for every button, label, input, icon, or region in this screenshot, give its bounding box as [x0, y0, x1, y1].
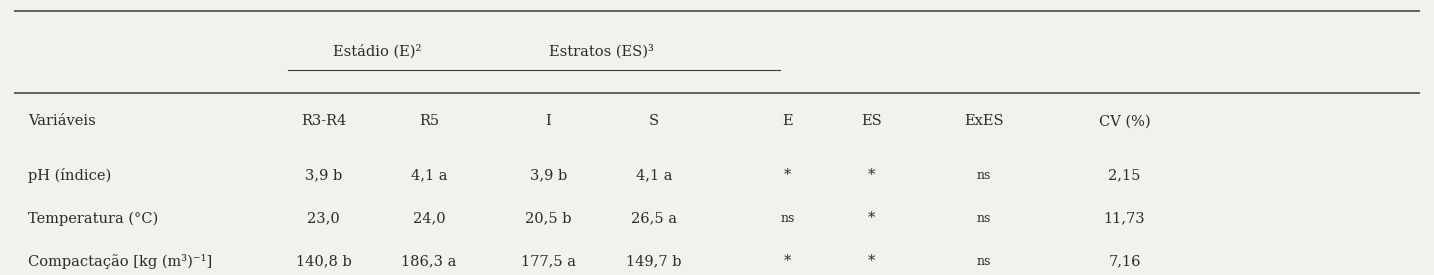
- Text: R5: R5: [419, 114, 439, 128]
- Text: *: *: [783, 254, 792, 268]
- Text: 149,7 b: 149,7 b: [627, 254, 681, 268]
- Text: 23,0: 23,0: [307, 211, 340, 225]
- Text: 11,73: 11,73: [1104, 211, 1146, 225]
- Text: 7,16: 7,16: [1108, 254, 1141, 268]
- Text: *: *: [868, 211, 875, 225]
- Text: I: I: [545, 114, 551, 128]
- Text: 177,5 a: 177,5 a: [521, 254, 576, 268]
- Text: S: S: [648, 114, 658, 128]
- Text: ns: ns: [780, 212, 794, 225]
- Text: ns: ns: [977, 255, 991, 268]
- Text: ExES: ExES: [964, 114, 1004, 128]
- Text: 4,1 a: 4,1 a: [635, 168, 673, 182]
- Text: Compactação [kg (m³)⁻¹]: Compactação [kg (m³)⁻¹]: [29, 254, 212, 269]
- Text: R3-R4: R3-R4: [301, 114, 346, 128]
- Text: *: *: [868, 168, 875, 182]
- Text: *: *: [783, 168, 792, 182]
- Text: 186,3 a: 186,3 a: [402, 254, 456, 268]
- Text: ns: ns: [977, 212, 991, 225]
- Text: Temperatura (°C): Temperatura (°C): [29, 211, 159, 226]
- Text: ns: ns: [977, 169, 991, 182]
- Text: 2,15: 2,15: [1108, 168, 1140, 182]
- Text: Variáveis: Variáveis: [29, 114, 96, 128]
- Text: 3,9 b: 3,9 b: [305, 168, 343, 182]
- Text: 26,5 a: 26,5 a: [631, 211, 677, 225]
- Text: pH (índice): pH (índice): [29, 168, 112, 183]
- Text: ES: ES: [862, 114, 882, 128]
- Text: *: *: [868, 254, 875, 268]
- Text: 4,1 a: 4,1 a: [410, 168, 447, 182]
- Text: CV (%): CV (%): [1098, 114, 1150, 128]
- Text: 24,0: 24,0: [413, 211, 445, 225]
- Text: Estádio (E)²: Estádio (E)²: [333, 44, 422, 58]
- Text: Estratos (ES)³: Estratos (ES)³: [549, 44, 654, 58]
- Text: E: E: [782, 114, 793, 128]
- Text: 140,8 b: 140,8 b: [295, 254, 351, 268]
- Text: 3,9 b: 3,9 b: [529, 168, 566, 182]
- Text: 20,5 b: 20,5 b: [525, 211, 572, 225]
